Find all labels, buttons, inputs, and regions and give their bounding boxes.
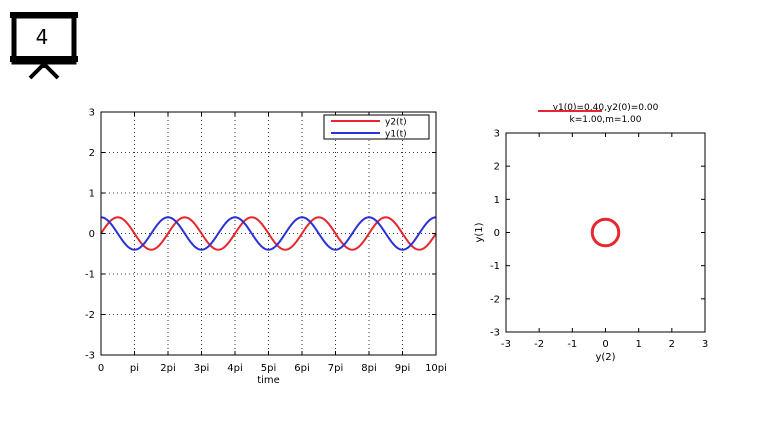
time-series-grid [101,112,436,355]
board-stand-right [42,62,60,80]
x-tick-label: 3pi [194,363,210,374]
time-series-legend: y2(t) y1(t) [323,114,430,140]
y-tick-label: -1 [85,270,95,281]
x-tick-label: 4pi [227,363,243,374]
x-tick-label: pi [130,363,139,374]
x-tick-label: 3 [702,339,708,350]
phase-portrait-title-line2: k=1.00,m=1.00 [570,115,642,125]
y-tick-label: 1 [89,189,95,200]
time-series-ticks: 0 pi 2pi 3pi 4pi 5pi 6pi 7pi 8pi 9pi 10pi 3 2 1 0 -1 -2 -… [85,108,447,375]
phase-portrait-ticks: -3 -2 -1 0 1 2 3 3 2 1 0 -1 -2 -3 [490,129,708,351]
time-series-lines [100,216,437,251]
x-tick-label: 7pi [328,363,344,374]
y-tick-label: 2 [494,162,500,173]
time-series-chart: 0 pi 2pi 3pi 4pi 5pi 6pi 7pi 8pi 9pi 10pi 3 2 1 0 -1 -2 -… [85,108,447,387]
phase-orbit-circle [590,217,621,248]
time-series-x-axis-label: time [257,375,280,386]
x-tick-label: 8pi [361,363,377,374]
x-tick-label: 5pi [261,363,277,374]
presentation-board-icon [10,12,78,80]
y-tick-label: -1 [490,261,500,272]
series-line-y1t [100,216,437,251]
y-tick-label: -3 [490,328,500,339]
legend-label-y2: y2(t) [385,118,407,128]
x-tick-label: 2pi [160,363,176,374]
board-bottom-bar [10,56,78,62]
legend-box [323,114,430,140]
x-tick-label: -1 [567,339,577,350]
y-tick-label: 3 [494,129,500,140]
x-tick-label: 1 [635,339,641,350]
x-tick-label: 2 [669,339,675,350]
x-tick-label: -2 [534,339,544,350]
slide-number: 4 [35,25,49,49]
x-tick-label: 10pi [425,363,447,374]
phase-portrait-plot-frame [505,132,706,333]
phase-portrait-chart: y1(0)=0.40,y2(0)=0.00 k=1.00,m=1.00 -3 -2… [474,103,708,363]
x-tick-label: -3 [501,339,511,350]
series-line-y2t [100,216,437,251]
x-tick-label: 6pi [294,363,310,374]
phase-portrait-y-axis-label: y(1) [474,222,485,242]
board-stand-left [28,62,46,80]
y-tick-label: 3 [89,108,95,119]
phase-portrait-title-line1: y1(0)=0.40,y2(0)=0.00 [553,103,659,113]
y-tick-label: -3 [85,351,95,362]
x-tick-label: 0 [602,339,608,350]
x-tick-label: 9pi [395,363,411,374]
legend-label-y1: y1(t) [385,130,407,140]
y-tick-label: 1 [494,195,500,206]
phase-portrait-x-axis-label: y(2) [595,352,615,363]
x-tick-label: 0 [98,363,104,374]
y-tick-label: -2 [85,310,95,321]
y-tick-label: 0 [494,228,500,239]
phase-portrait-orbit [590,217,621,248]
y-tick-label: 2 [89,148,95,159]
y-tick-label: -2 [490,294,500,305]
y-tick-label: 0 [89,229,95,240]
